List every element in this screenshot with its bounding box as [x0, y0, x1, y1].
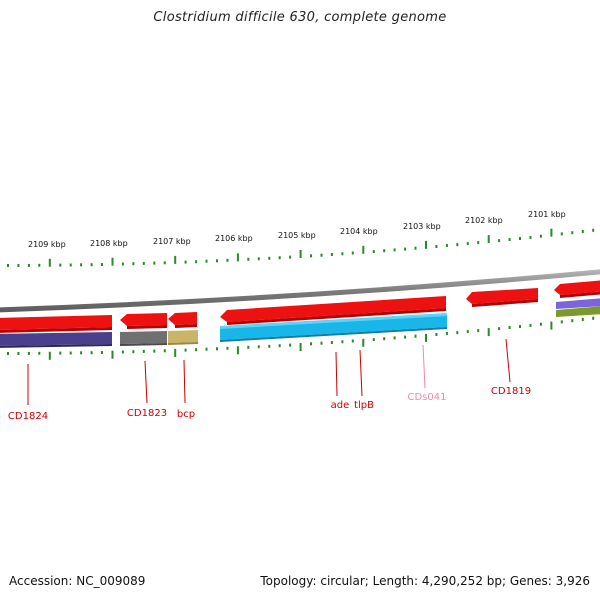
gene-label-bcp: bcp [177, 409, 195, 420]
gene-arrows [0, 280, 600, 333]
leader-CD1823 [144, 360, 148, 404]
leader-CDs041 [422, 344, 426, 389]
ruler-label-2103: 2103 kbp [403, 222, 441, 231]
ruler-labels: 2109 kbp 2108 kbp 2107 kbp 2106 kbp 2105… [28, 210, 566, 249]
ruler-label-2101: 2101 kbp [528, 210, 566, 219]
feature-bar-cyan [220, 313, 447, 342]
gene-label-CD1823: CD1823 [127, 408, 167, 419]
gene-label-CDs041: CDs041 [408, 392, 447, 403]
gene-labels: CD1824 CD1823 bcp ade tlpB CDs041 CD1819 [8, 386, 531, 422]
gene-arrow-CD1824[interactable] [0, 315, 112, 333]
leader-tlpB [359, 349, 363, 397]
feature-bar-right-olive [556, 306, 600, 317]
gene-label-CD1819: CD1819 [491, 386, 531, 397]
ruler-label-2102: 2102 kbp [465, 216, 503, 225]
ruler-bottom-ticks [7, 316, 595, 360]
feature-bar-right-purple [556, 298, 600, 309]
leader-bcp [183, 359, 186, 404]
feature-bars [0, 298, 600, 348]
ruler-label-2105: 2105 kbp [278, 231, 316, 240]
feature-bar-purple [0, 332, 112, 348]
map-title: Clostridium difficile 630, complete geno… [153, 10, 447, 25]
feature-bar-gray [120, 331, 167, 346]
ruler-label-2107: 2107 kbp [153, 237, 191, 246]
gene-label-tlpB: tlpB [354, 400, 374, 411]
ruler-label-2109: 2109 kbp [28, 240, 66, 249]
gene-arrow-right-edge[interactable] [554, 280, 600, 298]
accession-text: Accession: NC_009089 [9, 574, 146, 588]
label-leaders [27, 338, 511, 405]
gene-arrow-CD1819[interactable] [466, 288, 538, 307]
leader-ade [335, 351, 338, 397]
ruler-label-2108: 2108 kbp [90, 239, 128, 248]
topology-summary: Topology: circular; Length: 4,290,252 bp… [260, 574, 590, 588]
gene-arrow-tlpB[interactable] [220, 296, 446, 325]
gene-arrow-CD1823[interactable] [120, 313, 167, 329]
feature-bar-khaki [168, 330, 198, 345]
gene-label-ade: ade [331, 400, 350, 411]
genome-backbone [0, 269, 600, 313]
ruler-label-2104: 2104 kbp [340, 227, 378, 236]
gene-arrow-bcp[interactable] [168, 312, 197, 328]
ruler-label-2106: 2106 kbp [215, 234, 253, 243]
leader-CD1819 [505, 338, 511, 383]
ruler-top-ticks [7, 228, 595, 267]
gene-label-CD1824: CD1824 [8, 411, 48, 422]
